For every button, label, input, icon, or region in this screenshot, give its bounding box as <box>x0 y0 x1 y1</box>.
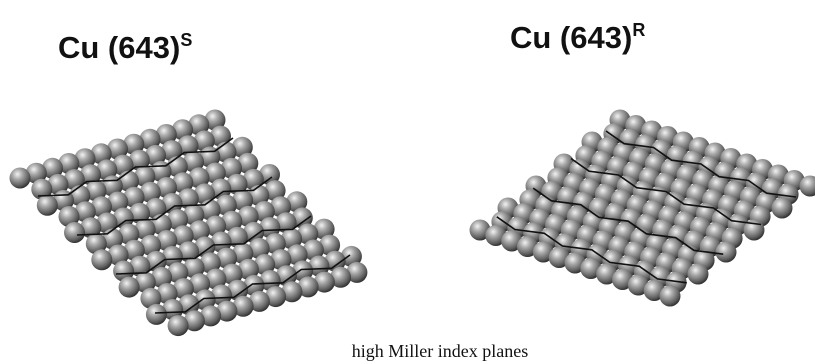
atom <box>660 286 681 307</box>
superscript: S <box>180 30 192 50</box>
superscript: R <box>632 20 645 40</box>
atom <box>688 264 709 285</box>
panel-title-left: Cu (643)S <box>58 30 192 65</box>
panel-title-right: Cu (643)R <box>510 20 645 55</box>
atom <box>91 249 112 270</box>
atom <box>119 277 140 298</box>
atom <box>168 315 189 336</box>
label: Cu (643) <box>510 20 632 55</box>
atom <box>716 242 737 263</box>
atom <box>772 198 793 219</box>
figure: Cu (643)S Cu (643)R high Miller index pl… <box>0 0 815 364</box>
atom-slabs <box>10 110 815 337</box>
atom <box>10 168 31 189</box>
caption: high Miller index planes <box>352 341 528 361</box>
label: Cu (643) <box>58 30 180 65</box>
atom <box>64 222 85 243</box>
atom <box>37 195 58 216</box>
atom <box>146 304 167 325</box>
